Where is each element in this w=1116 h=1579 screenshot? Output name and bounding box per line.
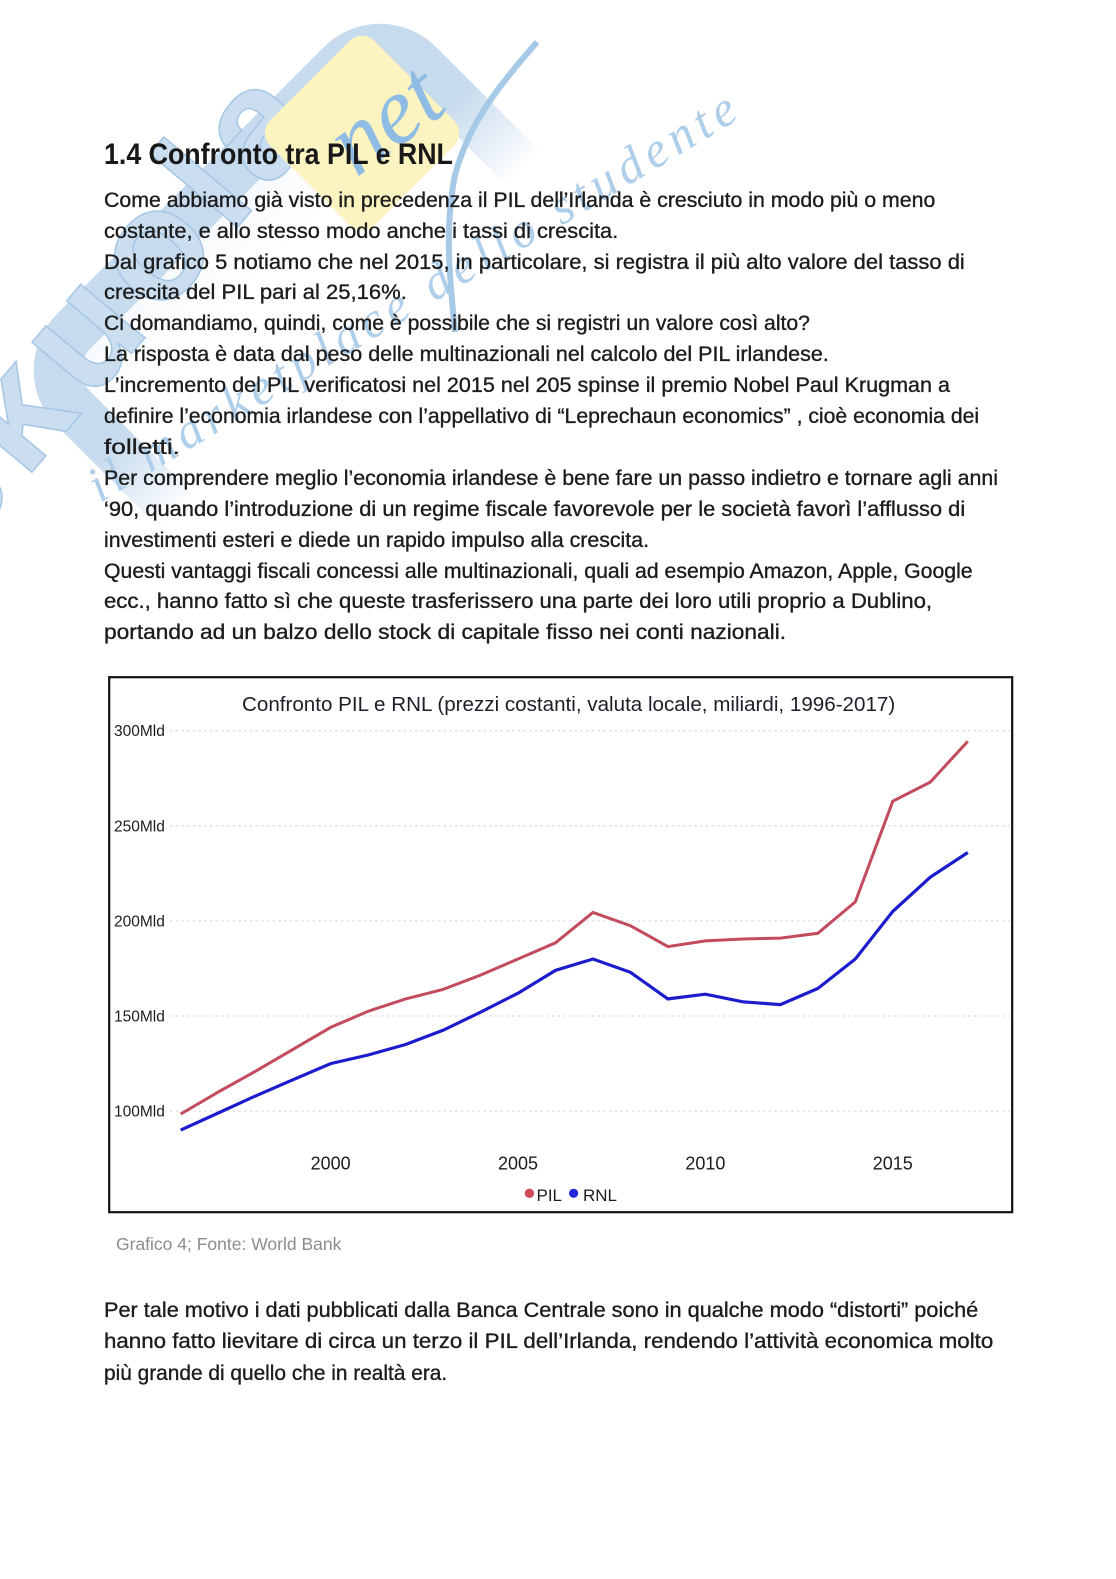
svg-text:2000: 2000 [311,1154,351,1174]
svg-text:300Mld: 300Mld [114,723,165,740]
svg-text:2010: 2010 [685,1154,725,1174]
svg-text:150Mld: 150Mld [114,1009,165,1026]
svg-text:PIL: PIL [537,1186,563,1205]
svg-text:250Mld: 250Mld [114,818,165,835]
svg-text:RNL: RNL [583,1186,617,1205]
svg-text:100Mld: 100Mld [114,1104,165,1121]
svg-text:200Mld: 200Mld [114,913,165,930]
svg-text:Confronto PIL e RNL (prezzi co: Confronto PIL e RNL (prezzi costanti, va… [242,693,895,716]
svg-text:2005: 2005 [498,1154,538,1174]
svg-text:2015: 2015 [873,1154,913,1174]
